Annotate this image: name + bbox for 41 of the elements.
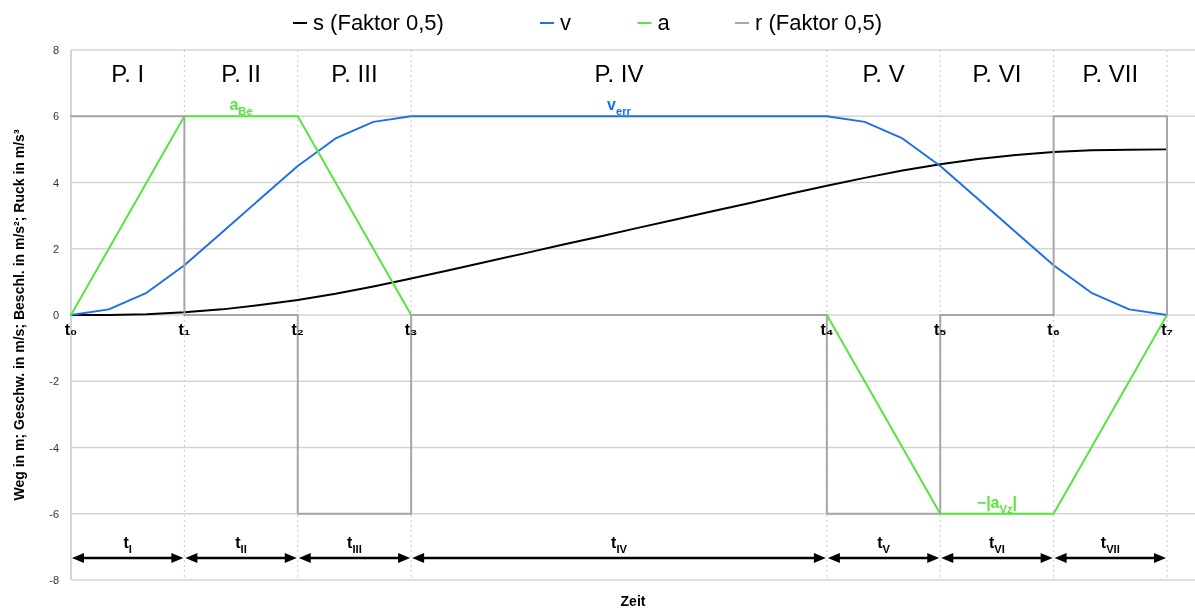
y-tick-label: 6 [52,110,59,123]
annotation: P. V [862,60,905,87]
y-tick-label: -2 [49,375,59,388]
x-tick-label: t₇ [1161,321,1173,338]
annotation: P. VII [1082,60,1139,87]
x-tick-label: t₅ [933,321,947,338]
legend-label: s (Faktor 0,5) [313,10,444,35]
annotation: v$_{err}$ [607,96,632,118]
y-tick-label: 4 [52,176,59,189]
legend-label: a [657,10,671,35]
y-tick-label: 8 [52,44,59,56]
line-series [70,115,1168,316]
y-tick-label: -8 [49,574,59,586]
x-tick-label: t₀ [64,321,78,338]
y-axis-title: Weg in m; Geschw. in m/s; Beschl. in m/s²; Ruck in m/s³ [11,129,27,501]
annotation: P. I [111,60,145,87]
annotation: P. II [221,60,261,87]
x-axis-title: Zeit [620,593,646,609]
annotation: t$_{IV}$ [611,534,628,555]
legend-label: r (Faktor 0,5) [755,10,883,35]
annotation: t$_{VII}$ [1100,534,1120,555]
annotation: P. III [331,60,378,87]
annotation: t$_{II}$ [235,534,247,555]
y-tick-label: -6 [49,507,59,520]
y-tick-label: -4 [49,441,59,454]
legend-label: v [560,10,571,35]
annotation: P. IV [594,60,644,87]
annotation: a$_{Be}$ [229,96,253,118]
y-tick-label: 2 [52,242,59,255]
annotation: P. VI [972,60,1022,87]
x-tick-label: t₁ [178,321,191,338]
x-tick-label: t₄ [820,321,834,338]
x-tick-label: t₂ [291,321,304,338]
x-tick-label: t₃ [404,321,418,338]
annotation: t$_{III}$ [347,534,362,555]
y-tick-label: 0 [52,309,59,321]
x-tick-label: t₆ [1047,321,1060,338]
annotation: t$_{VI}$ [988,534,1005,555]
annotation: −|a$_{Vz}$| [976,493,1018,515]
annotation: t$_{I}$ [123,534,132,555]
annotation: t$_{V}$ [877,534,891,555]
